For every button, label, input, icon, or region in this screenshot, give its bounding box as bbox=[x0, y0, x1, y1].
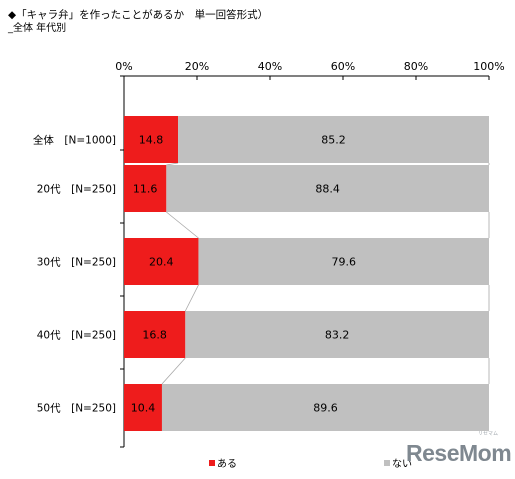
data-label-aru: 10.4 bbox=[131, 402, 156, 415]
data-label-nai: 83.2 bbox=[325, 329, 350, 342]
bar-aru bbox=[124, 311, 186, 358]
bar-nai bbox=[185, 311, 489, 358]
chart-subtitle: _全体 年代別 bbox=[8, 23, 67, 34]
data-label-aru: 20.4 bbox=[149, 256, 174, 269]
category-label: 40代 [N=250] bbox=[37, 330, 116, 342]
bar-aru bbox=[124, 165, 167, 212]
data-label-nai: 89.6 bbox=[313, 402, 338, 415]
bar-nai bbox=[161, 384, 489, 431]
connector-line bbox=[166, 211, 199, 239]
legend-label: ある bbox=[217, 458, 237, 470]
category-label: 30代 [N=250] bbox=[37, 257, 116, 269]
data-label-nai: 88.4 bbox=[315, 183, 340, 196]
x-tick-label: 0% bbox=[115, 60, 132, 73]
data-label-aru: 11.6 bbox=[133, 183, 158, 196]
data-label-nai: 85.2 bbox=[321, 134, 346, 147]
x-tick-label: 20% bbox=[185, 60, 209, 73]
resemom-watermark: ReseMom bbox=[406, 440, 512, 466]
bar-aru bbox=[124, 238, 199, 285]
x-tick-label: 40% bbox=[258, 60, 282, 73]
bar-nai bbox=[166, 165, 489, 212]
x-tick-label: 100% bbox=[473, 60, 504, 73]
x-tick-label: 80% bbox=[404, 60, 428, 73]
bar-aru bbox=[124, 116, 179, 163]
category-label: 全体 [N=1000] bbox=[33, 134, 116, 147]
connector-line bbox=[184, 284, 199, 312]
bar-nai bbox=[198, 238, 489, 285]
resemom-watermark-sub: リセマム bbox=[478, 431, 499, 437]
chart-title: ◆「キャラ弁」を作ったことがあるか 単一回答形式） bbox=[8, 9, 269, 21]
connector-line bbox=[166, 162, 179, 166]
data-label-aru: 14.8 bbox=[139, 134, 164, 147]
data-label-aru: 16.8 bbox=[142, 329, 167, 342]
x-tick-label: 60% bbox=[331, 60, 355, 73]
connector-line bbox=[161, 357, 186, 385]
bar-aru bbox=[124, 384, 162, 431]
legend-swatch bbox=[384, 460, 390, 466]
bar-nai bbox=[178, 116, 489, 163]
legend-label: ない bbox=[392, 458, 412, 470]
data-label-nai: 79.6 bbox=[331, 256, 356, 269]
legend-swatch bbox=[209, 460, 215, 466]
category-label: 50代 [N=250] bbox=[37, 403, 116, 415]
category-label: 20代 [N=250] bbox=[37, 184, 116, 196]
